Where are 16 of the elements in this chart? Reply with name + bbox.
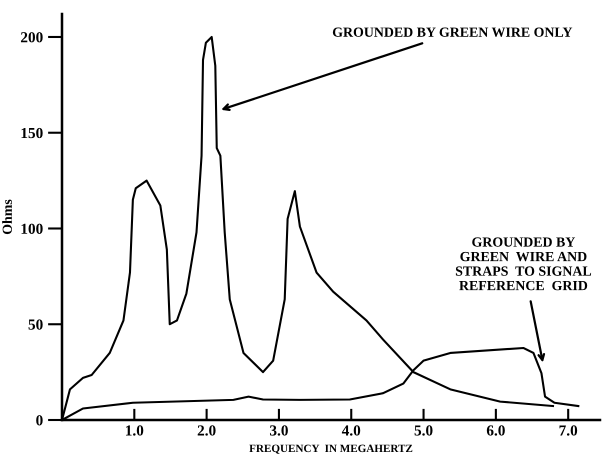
y-tick-label: 0 bbox=[36, 415, 43, 426]
x-tick-label: 2.0 bbox=[198, 425, 216, 436]
x-tick-label: 7.0 bbox=[560, 425, 578, 436]
y-axis-title: Ohms bbox=[2, 200, 12, 234]
y-tick-label: 200 bbox=[20, 32, 43, 42]
x-tick-label: 1.0 bbox=[126, 425, 144, 436]
y-tick-label: 150 bbox=[22, 128, 43, 138]
x-tick-label: 5.0 bbox=[414, 425, 433, 436]
x-tick-label: 6.0 bbox=[486, 425, 505, 436]
x-axis-title: FREQUENCY IN MEGAHERTZ bbox=[249, 444, 412, 454]
y-tick-label: 50 bbox=[28, 319, 43, 330]
x-tick-label: 3.0 bbox=[270, 425, 288, 436]
annotation: GROUNDED BY GREEN WIRE ONLY bbox=[332, 28, 572, 37]
x-tick-label: 4.0 bbox=[342, 425, 360, 436]
y-tick-label: 100 bbox=[22, 224, 43, 234]
annotation: GROUNDED BY GREEN WIRE AND STRAPS TO SIGNAL REFERENCE GRID bbox=[456, 237, 592, 290]
